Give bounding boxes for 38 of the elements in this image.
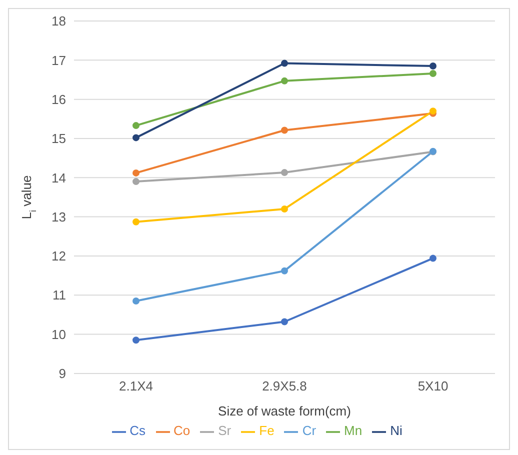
point: [281, 169, 288, 176]
legend-label: Cr: [302, 423, 316, 438]
legend-label: Mn: [344, 423, 362, 438]
legend-label: Sr: [218, 423, 232, 438]
point: [430, 70, 436, 77]
x-axis-title: Size of waste form(cm): [218, 403, 351, 418]
y-tick-label: 16: [52, 92, 66, 107]
point: [281, 318, 288, 326]
point: [132, 134, 140, 142]
point: [281, 205, 288, 212]
x-tick-label: 5X10: [418, 378, 448, 394]
y-tick-label: 13: [52, 209, 66, 224]
y-tick-label: 15: [52, 131, 66, 146]
y-tick-label: 10: [52, 326, 66, 342]
point: [132, 297, 140, 304]
point: [281, 267, 288, 274]
point: [430, 254, 436, 262]
y-tick-label: 11: [52, 288, 66, 303]
legend-label: Co: [174, 423, 190, 438]
y-tick-label: 18: [52, 14, 66, 29]
point: [430, 62, 436, 70]
y-tick-label: 9: [58, 366, 66, 382]
y-tick-label: 17: [52, 52, 66, 68]
legend-label: Cs: [130, 423, 146, 438]
x-tick-label: 2.9X5.8: [262, 378, 307, 394]
point: [132, 218, 140, 226]
y-tick-label: 14: [52, 170, 66, 186]
point: [132, 122, 140, 130]
legend-label: Fe: [259, 423, 274, 438]
point: [281, 60, 288, 67]
point: [132, 336, 140, 344]
point: [132, 178, 140, 186]
y-tick-label: 12: [52, 248, 66, 264]
legend-label: Ni: [390, 423, 402, 438]
point: [281, 126, 288, 134]
x-tick-label: 2.1X4: [119, 378, 153, 394]
point: [132, 169, 140, 176]
point: [281, 77, 288, 84]
